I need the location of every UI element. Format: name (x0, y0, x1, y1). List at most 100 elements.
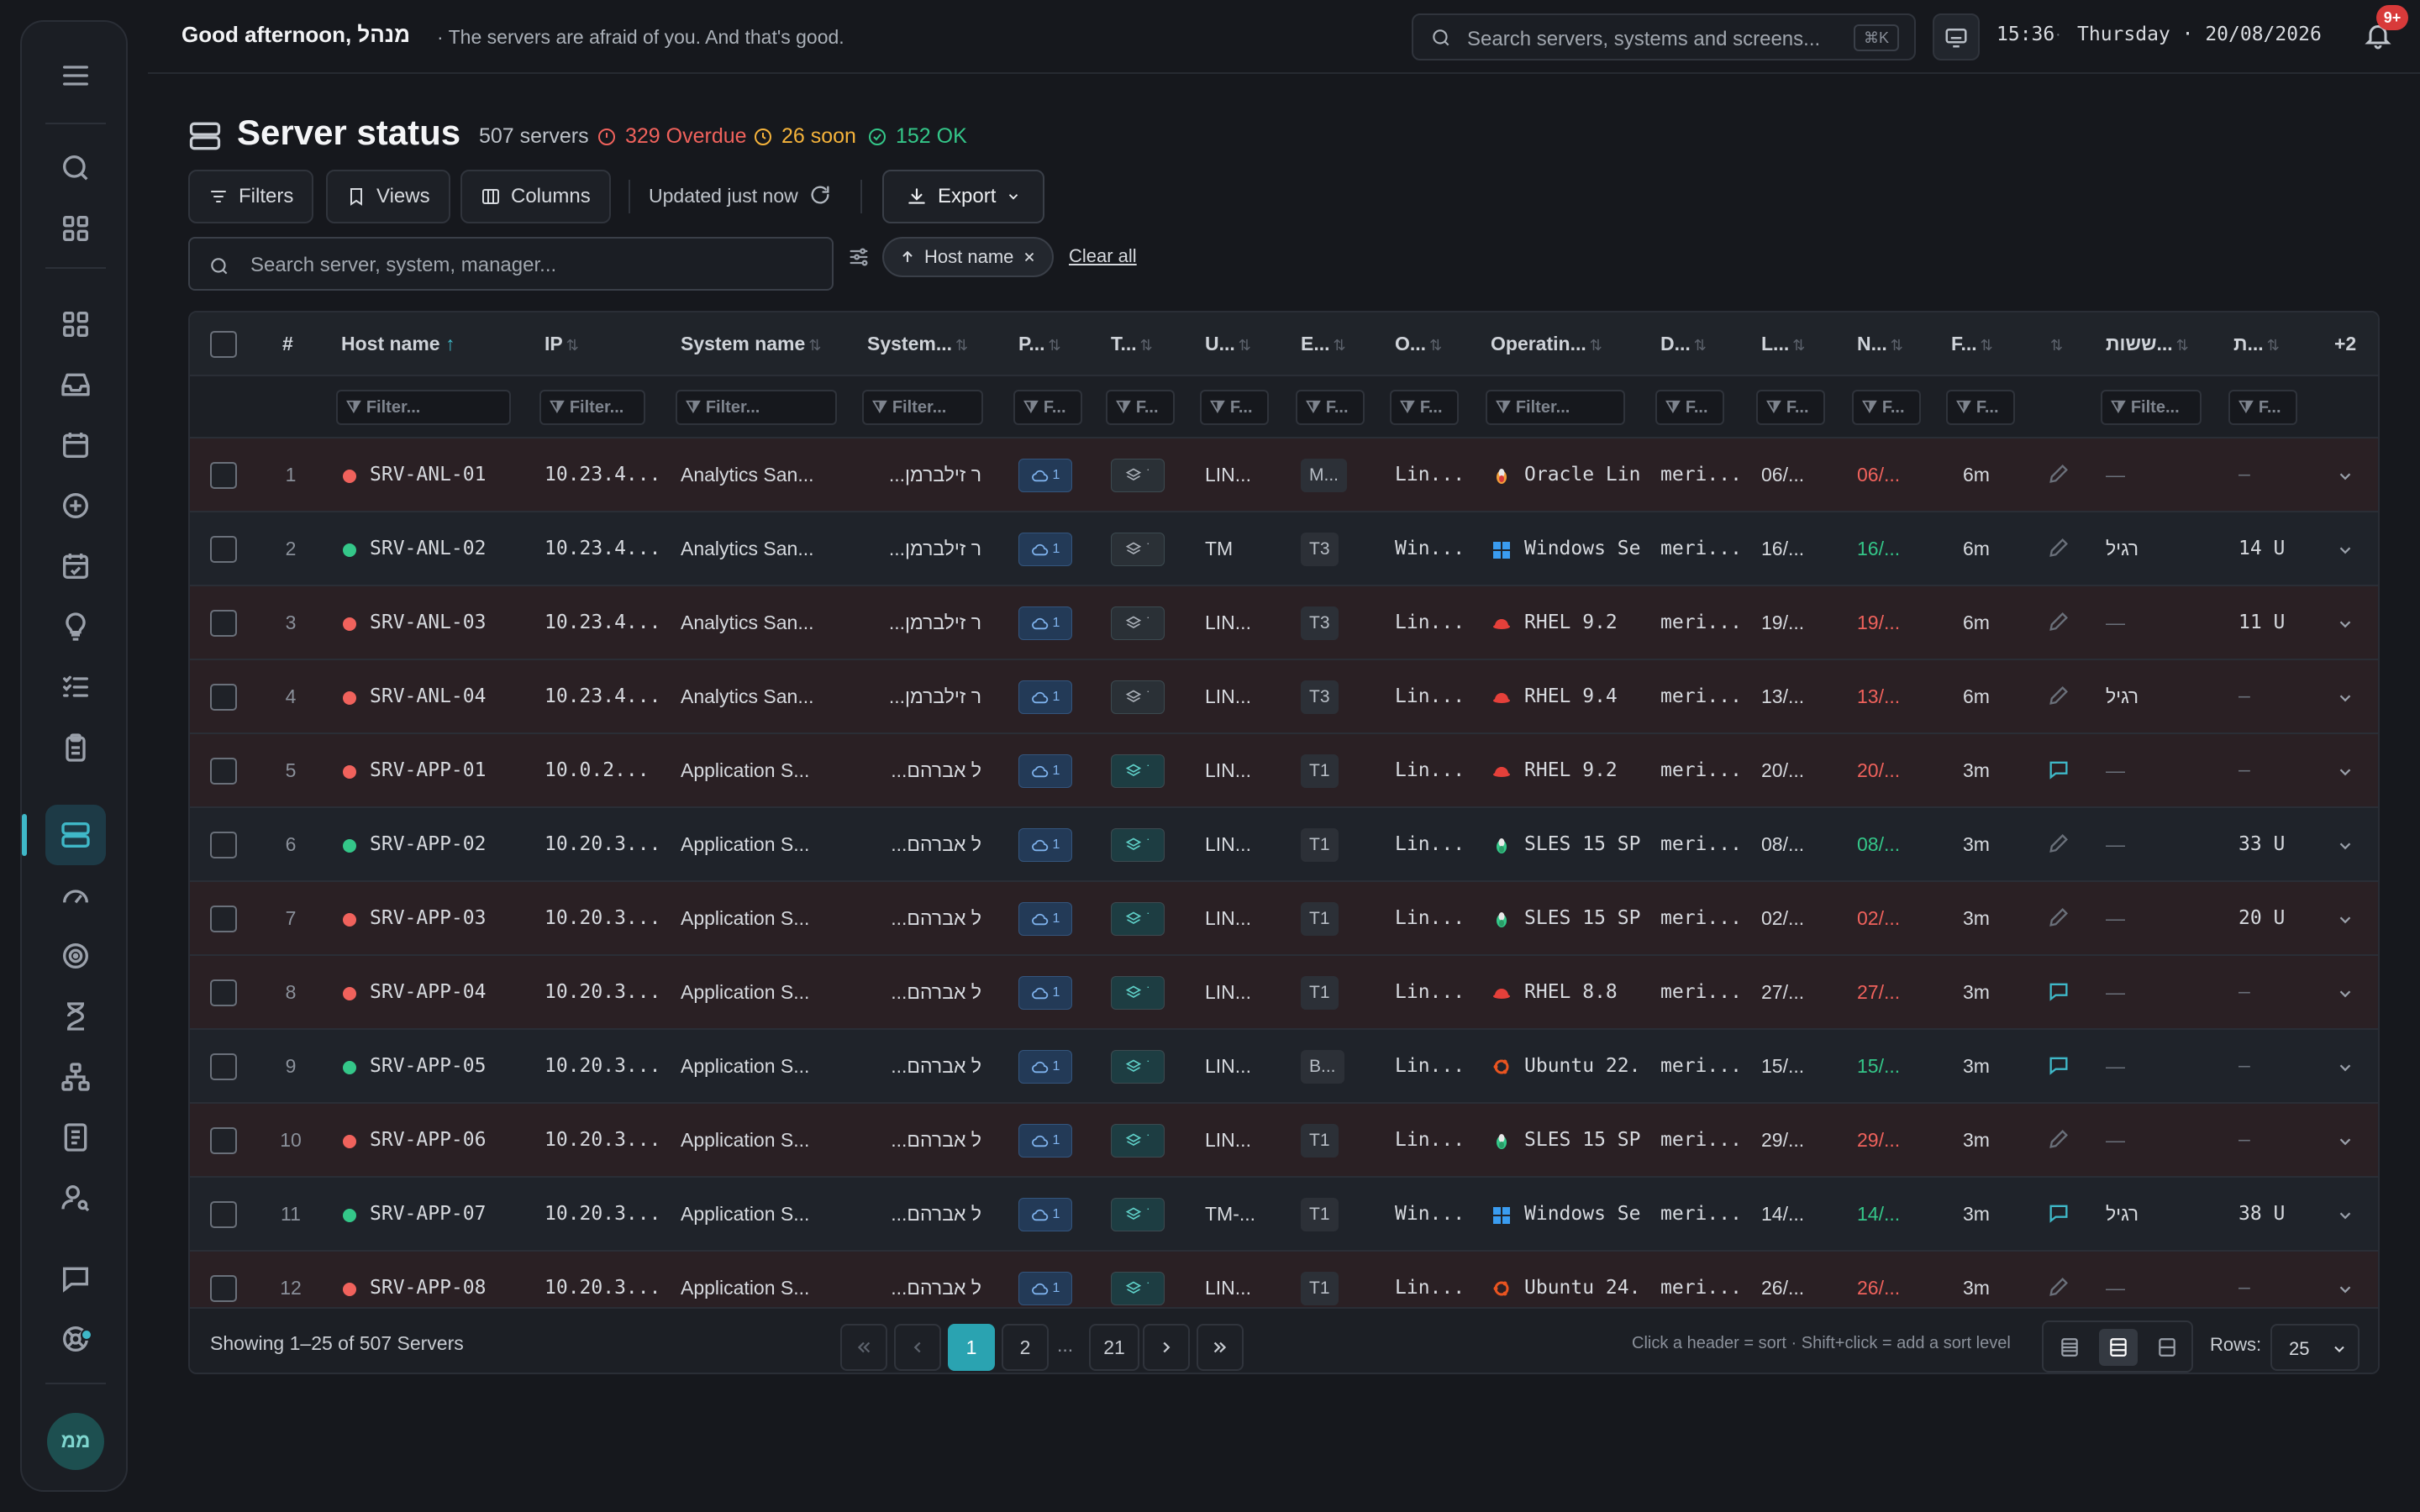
pencil-icon[interactable] (2047, 906, 2070, 929)
overdue-stat[interactable]: 329 Overdue (597, 124, 747, 149)
filter-u[interactable]: ⧩ F... (1200, 390, 1269, 425)
calendar-icon[interactable] (45, 415, 106, 475)
row-checkbox[interactable] (210, 684, 237, 711)
filter-d[interactable]: ⧩ F... (1655, 390, 1724, 425)
host-name[interactable]: SRV-APP-02 (370, 833, 487, 855)
expand-chevron-icon[interactable] (2336, 541, 2354, 559)
row-checkbox[interactable] (210, 1275, 237, 1302)
expand-chevron-icon[interactable] (2336, 467, 2354, 486)
reports-icon[interactable] (45, 1107, 106, 1168)
host-name[interactable]: SRV-APP-01 (370, 759, 487, 781)
comment-icon[interactable] (2047, 1201, 2070, 1225)
col-notes[interactable]: ⇅ (2050, 337, 2064, 354)
table-row[interactable]: 2 SRV-ANL-02 10.23.4... Analytics San... ר ז… (190, 512, 2378, 586)
table-row[interactable]: 12 SRV-APP-08 10.20.3... Application S... ל … (190, 1252, 2378, 1307)
first-page-button[interactable] (840, 1324, 887, 1371)
more-columns-button[interactable]: +2 (2334, 333, 2357, 354)
expand-chevron-icon[interactable] (2336, 1132, 2354, 1151)
last-page-button[interactable] (1197, 1324, 1244, 1371)
task-list-icon[interactable] (45, 657, 106, 717)
clear-all-link[interactable]: Clear all (1069, 245, 1137, 266)
expand-chevron-icon[interactable] (2336, 763, 2354, 781)
target-icon[interactable] (45, 926, 106, 986)
export-button[interactable]: Export (882, 170, 1045, 223)
density-normal-icon[interactable] (2099, 1329, 2138, 1366)
hourglass-icon[interactable] (45, 986, 106, 1047)
col-host-name[interactable]: Host name ↑ (341, 333, 455, 354)
avatar[interactable]: ממ (47, 1413, 104, 1470)
expand-chevron-icon[interactable] (2336, 837, 2354, 855)
prev-page-button[interactable] (894, 1324, 941, 1371)
filter-ip[interactable]: ⧩ Filter... (539, 390, 645, 425)
col-n[interactable]: N... ⇅ (1857, 333, 1903, 354)
filter-t[interactable]: ⧩ F... (1106, 390, 1175, 425)
ok-stat[interactable]: 152 OK (867, 124, 967, 149)
expand-chevron-icon[interactable] (2336, 689, 2354, 707)
views-button[interactable]: Views (326, 170, 450, 223)
apps-icon[interactable] (45, 198, 106, 259)
expand-chevron-icon[interactable] (2336, 615, 2354, 633)
col-t[interactable]: T... ⇅ (1111, 333, 1153, 354)
row-checkbox[interactable] (210, 610, 237, 637)
comment-icon[interactable] (2047, 979, 2070, 1003)
table-row[interactable]: 4 SRV-ANL-04 10.23.4... Analytics San... ר ז… (190, 660, 2378, 734)
filter-l[interactable]: ⧩ F... (1756, 390, 1825, 425)
host-name[interactable]: SRV-APP-08 (370, 1277, 487, 1299)
next-page-button[interactable] (1143, 1324, 1190, 1371)
col-e[interactable]: E... ⇅ (1301, 333, 1346, 354)
page-button[interactable]: 1 (948, 1324, 995, 1371)
filter-hebrew-2[interactable]: ⧩ F... (2228, 390, 2297, 425)
global-search-input[interactable]: Search servers, systems and screens... ⌘… (1412, 13, 1916, 60)
host-name[interactable]: SRV-APP-06 (370, 1129, 487, 1151)
col-u[interactable]: U... ⇅ (1205, 333, 1251, 354)
table-search-input[interactable]: Search server, system, manager... (188, 237, 834, 291)
table-row[interactable]: 9 SRV-APP-05 10.20.3... Application S... ל א… (190, 1030, 2378, 1104)
sort-chip[interactable]: Host name (882, 237, 1055, 277)
expand-chevron-icon[interactable] (2336, 911, 2354, 929)
add-circle-icon[interactable] (45, 475, 106, 536)
density-comfortable-icon[interactable] (2148, 1329, 2186, 1366)
col-hebrew-2[interactable]: ת... ⇅ (2233, 333, 2280, 354)
gauge-icon[interactable] (45, 865, 106, 926)
pencil-icon[interactable] (2047, 1275, 2070, 1299)
col-l[interactable]: L... ⇅ (1761, 333, 1806, 354)
search-icon[interactable] (45, 138, 106, 198)
host-name[interactable]: SRV-ANL-02 (370, 538, 487, 559)
table-row[interactable]: 11 SRV-APP-07 10.20.3... Application S... ל … (190, 1178, 2378, 1252)
expand-chevron-icon[interactable] (2336, 1058, 2354, 1077)
filter-p[interactable]: ⧩ F... (1013, 390, 1082, 425)
col-o[interactable]: O... ⇅ (1395, 333, 1443, 354)
col-f[interactable]: F... ⇅ (1951, 333, 1993, 354)
row-checkbox[interactable] (210, 979, 237, 1006)
pencil-icon[interactable] (2047, 610, 2070, 633)
expand-chevron-icon[interactable] (2336, 1206, 2354, 1225)
soon-stat[interactable]: 26 soon (753, 124, 856, 149)
host-name[interactable]: SRV-ANL-03 (370, 612, 487, 633)
filter-n[interactable]: ⧩ F... (1852, 390, 1921, 425)
col-operating-system[interactable]: Operatin... ⇅ (1491, 333, 1602, 354)
table-row[interactable]: 7 SRV-APP-03 10.20.3... Application S... ל א… (190, 882, 2378, 956)
col-ip[interactable]: IP ⇅ (544, 333, 579, 354)
expand-chevron-icon[interactable] (2336, 1280, 2354, 1299)
host-name[interactable]: SRV-ANL-01 (370, 464, 487, 486)
filter-o[interactable]: ⧩ F... (1390, 390, 1459, 425)
sliders-icon[interactable] (847, 245, 871, 269)
hierarchy-icon[interactable] (45, 1047, 106, 1107)
col-system[interactable]: System... ⇅ (867, 333, 969, 354)
filter-system[interactable]: ⧩ Filter... (862, 390, 983, 425)
row-checkbox[interactable] (210, 1201, 237, 1228)
pencil-icon[interactable] (2047, 462, 2070, 486)
filter-hebrew-1[interactable]: ⧩ Filte... (2101, 390, 2202, 425)
calendar-check-icon[interactable] (45, 536, 106, 596)
row-checkbox[interactable] (210, 536, 237, 563)
filter-system-name[interactable]: ⧩ Filter... (676, 390, 837, 425)
filters-button[interactable]: Filters (188, 170, 314, 223)
support-icon[interactable] (45, 1309, 106, 1369)
row-checkbox[interactable] (210, 758, 237, 785)
row-checkbox[interactable] (210, 1053, 237, 1080)
chat-icon[interactable] (45, 1248, 106, 1309)
col-d[interactable]: D... ⇅ (1660, 333, 1707, 354)
table-row[interactable]: 10 SRV-APP-06 10.20.3... Application S... ל … (190, 1104, 2378, 1178)
col-number[interactable]: # (282, 333, 293, 354)
dashboard-icon[interactable] (45, 294, 106, 354)
